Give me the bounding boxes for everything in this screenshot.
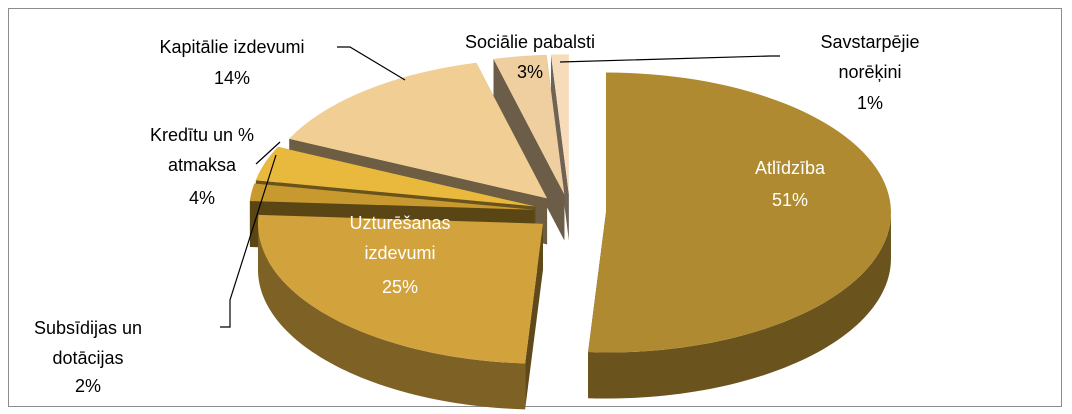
slice <box>550 54 569 195</box>
slice <box>493 54 565 195</box>
slice <box>249 183 535 210</box>
slice-wall <box>257 223 526 410</box>
slice-label: Kredītu un % atmaksa <box>149 125 255 175</box>
slice-wall <box>588 212 891 399</box>
value-label: 2% <box>74 376 102 396</box>
slice-label: Subsīdijas un dotācijas <box>33 318 143 368</box>
slice-label: Atlīdzība <box>754 158 826 178</box>
slice-side <box>493 58 565 241</box>
slice-label: Kapitālie izdevumi <box>159 37 305 57</box>
value-label: 25% <box>381 277 419 297</box>
value-label: 14% <box>213 68 251 88</box>
value-label: 51% <box>771 190 809 210</box>
slice-label: Uzturēšanas izdevumi <box>349 213 451 263</box>
leader-line <box>255 141 281 165</box>
slice <box>255 146 536 207</box>
value-label: 1% <box>856 93 884 113</box>
slice-side <box>550 54 569 241</box>
value-label: 3% <box>516 62 544 82</box>
slice <box>588 72 891 353</box>
slice <box>289 62 548 199</box>
leader-line <box>337 46 406 81</box>
slice-side <box>525 223 543 410</box>
slice-label: Savstarpējie norēķini <box>820 32 920 82</box>
leader-line <box>559 55 780 63</box>
value-label: 4% <box>188 188 216 208</box>
slice-label: Sociālie pabalsti <box>464 32 596 52</box>
slice <box>257 214 543 364</box>
leader-line <box>220 154 277 328</box>
